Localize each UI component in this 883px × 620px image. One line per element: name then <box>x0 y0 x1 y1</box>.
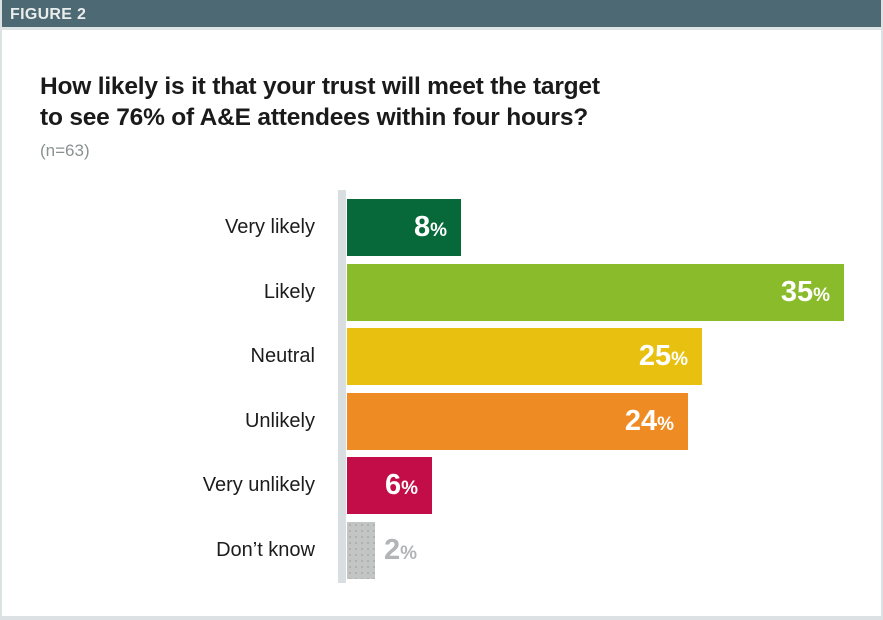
bar-row: Don’t know 2% <box>2 521 881 579</box>
value-number: 6 <box>384 469 402 501</box>
value-label: 6% <box>385 457 418 514</box>
value-label: 24% <box>625 393 674 450</box>
category-label: Don’t know <box>216 538 315 561</box>
bar-row: Unlikely 24% <box>2 392 881 450</box>
category-label: Neutral <box>250 345 315 367</box>
bar: 25% <box>347 328 702 385</box>
percent-sign: % <box>400 542 418 564</box>
sample-size-label: (n=63) <box>40 141 90 160</box>
percent-sign: % <box>657 413 674 435</box>
value-label: 8% <box>414 199 447 256</box>
bar-row: Very unlikely 6% <box>2 457 881 514</box>
percent-sign: % <box>671 349 688 370</box>
figure-label: FIGURE 2 <box>10 6 87 23</box>
bar <box>347 521 375 579</box>
value-number: 25 <box>638 340 672 372</box>
chart-title-line-2: to see 76% of A&E attendees within four … <box>40 104 589 131</box>
value-label: 25% <box>639 328 688 385</box>
value-number: 24 <box>624 404 658 437</box>
percent-sign: % <box>813 284 830 306</box>
bar-row: Neutral 25% <box>2 328 881 385</box>
value-number: 2 <box>384 533 401 566</box>
category-label: Very likely <box>224 216 315 238</box>
percent-sign: % <box>401 478 418 499</box>
bar: 35% <box>347 263 844 321</box>
bar: 6% <box>347 457 432 514</box>
value-number: 35 <box>780 275 814 308</box>
chart-title-line-1: How likely is it that your trust will me… <box>40 73 600 100</box>
value-label: 2% <box>384 522 417 579</box>
value-label: 35% <box>781 264 830 321</box>
category-label: Unlikely <box>244 409 315 432</box>
chart-title: How likely is it that your trust will me… <box>40 71 600 133</box>
category-label: Likely <box>263 280 315 303</box>
bar-row: Very likely 8% <box>2 199 881 256</box>
bar: 24% <box>347 392 688 450</box>
bar-row: Likely 35% <box>2 263 881 321</box>
value-number: 8 <box>413 211 431 243</box>
bar: 8% <box>347 199 461 256</box>
figure-header-band: FIGURE 2 <box>2 0 881 30</box>
category-label: Very unlikely <box>202 474 315 496</box>
y-axis-line <box>338 190 346 583</box>
percent-sign: % <box>430 220 447 241</box>
